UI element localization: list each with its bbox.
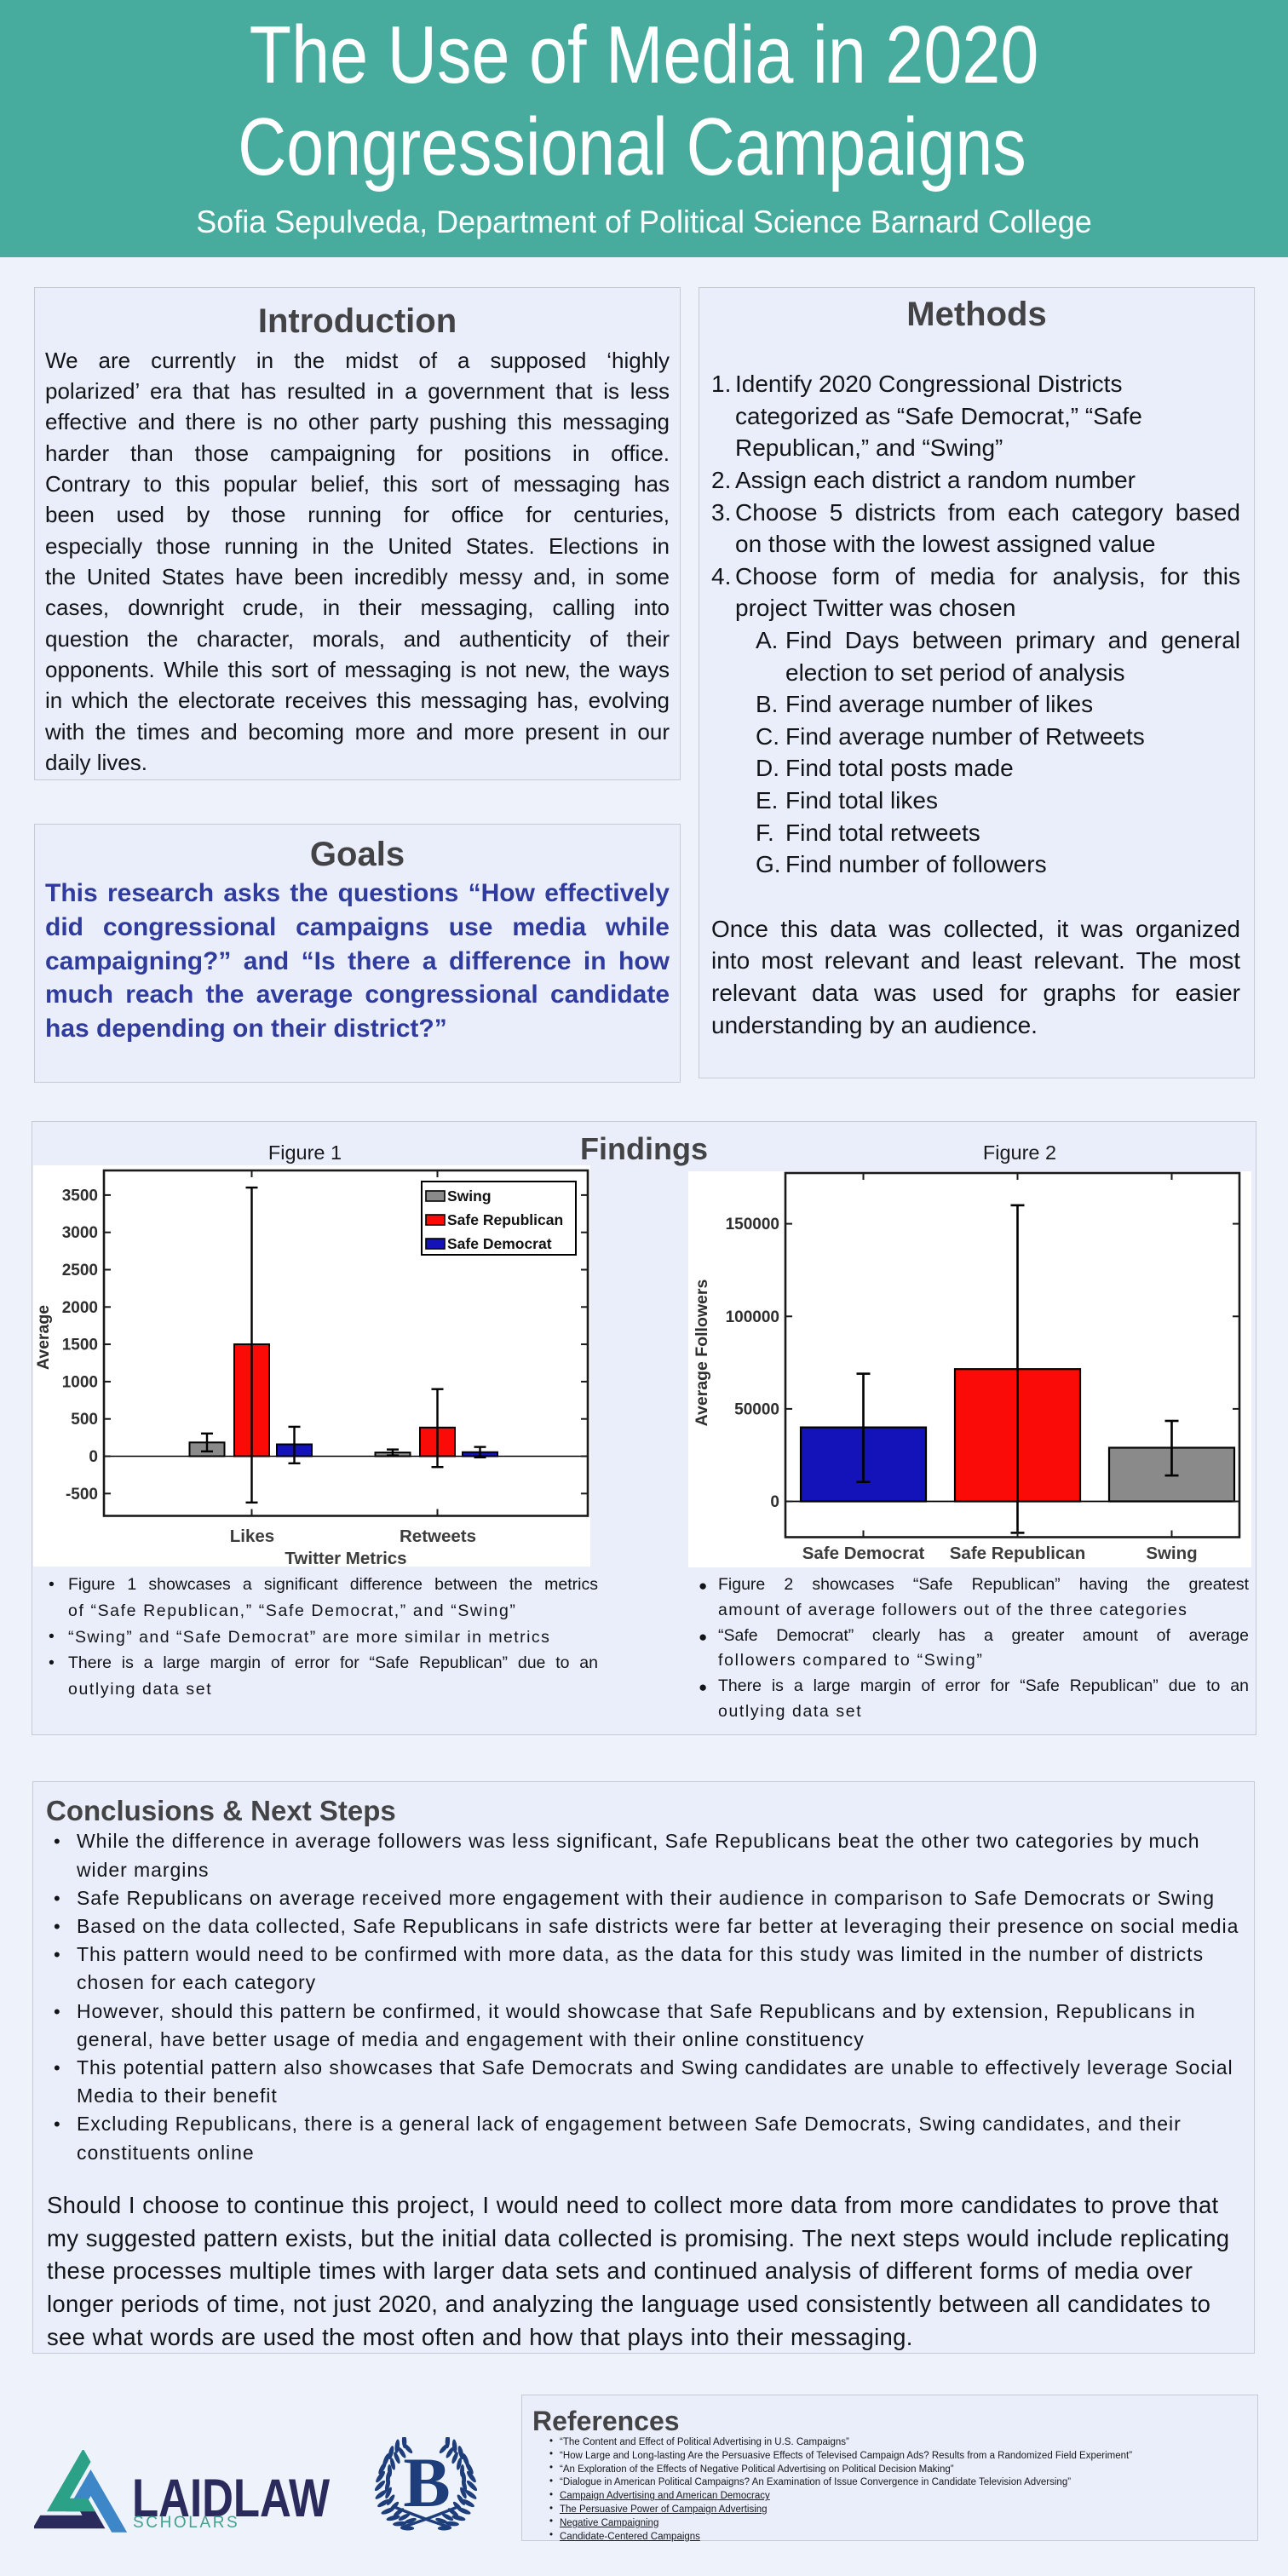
svg-text:-500: -500 [66, 1486, 98, 1504]
svg-text:0: 0 [89, 1448, 98, 1466]
svg-text:B: B [403, 2443, 450, 2521]
svg-text:Safe Democrat: Safe Democrat [802, 1544, 925, 1563]
svg-text:Average: Average [34, 1305, 53, 1370]
svg-text:Likes: Likes [230, 1527, 274, 1546]
svg-text:Twitter Metrics: Twitter Metrics [285, 1549, 406, 1567]
svg-text:2500: 2500 [62, 1262, 98, 1279]
svg-text:50000: 50000 [734, 1400, 779, 1418]
svg-text:Safe Democrat: Safe Democrat [447, 1235, 552, 1252]
svg-text:Average Followers: Average Followers [693, 1279, 711, 1427]
svg-text:3500: 3500 [62, 1187, 98, 1205]
svg-text:1000: 1000 [62, 1373, 98, 1391]
svg-text:3000: 3000 [62, 1224, 98, 1242]
svg-text:150000: 150000 [726, 1216, 779, 1233]
svg-text:100000: 100000 [726, 1308, 779, 1326]
svg-text:Retweets: Retweets [400, 1527, 476, 1546]
svg-text:1500: 1500 [62, 1337, 98, 1354]
svg-text:Safe Republican: Safe Republican [447, 1211, 563, 1228]
svg-text:Swing: Swing [1146, 1544, 1197, 1563]
svg-text:500: 500 [71, 1411, 98, 1429]
svg-text:2000: 2000 [62, 1299, 98, 1317]
svg-text:Swing: Swing [447, 1187, 492, 1205]
svg-text:0: 0 [770, 1493, 779, 1511]
svg-text:Safe Republican: Safe Republican [950, 1544, 1086, 1563]
